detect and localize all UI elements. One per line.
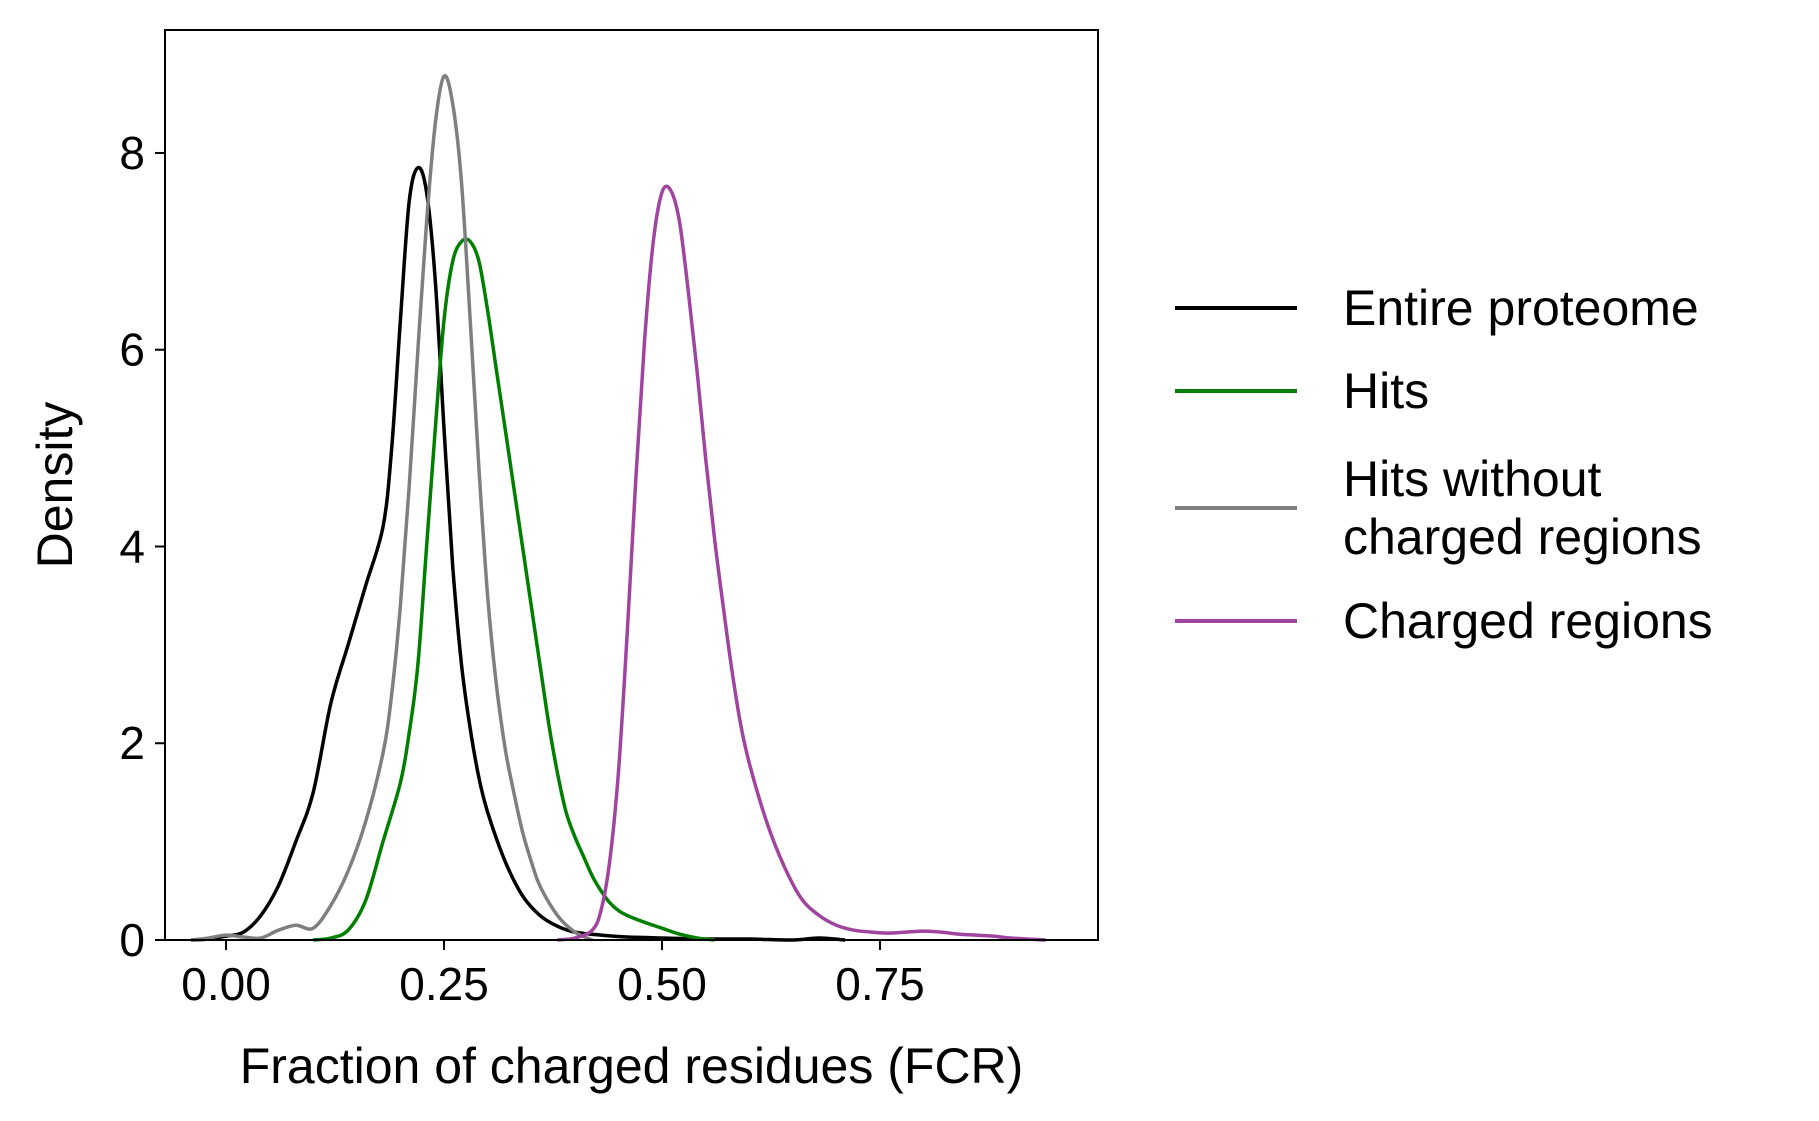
legend-label: charged regions — [1343, 509, 1702, 565]
x-tick-label: 0.25 — [399, 958, 489, 1010]
legend-label: Hits — [1343, 363, 1429, 419]
x-axis-label: Fraction of charged residues (FCR) — [240, 1038, 1024, 1094]
legend-label: Entire proteome — [1343, 280, 1699, 336]
y-tick-label: 6 — [119, 324, 145, 376]
plot-frame — [164, 29, 1099, 941]
series-line-2 — [313, 237, 715, 942]
series-line-3 — [191, 73, 594, 942]
y-tick-label: 4 — [119, 520, 145, 572]
legend-label: Hits without — [1343, 451, 1602, 507]
x-tick-label: 0.00 — [181, 958, 271, 1010]
y-tick-label: 2 — [119, 717, 145, 769]
series-line-1 — [191, 165, 846, 942]
x-axis: 0.00 0.25 0.50 0.75 — [181, 940, 925, 1010]
plot-area: 0.00 0.25 0.50 0.75 0 2 4 6 8 — [119, 29, 1099, 1010]
series-line-4 — [557, 184, 1046, 942]
series-layer — [191, 73, 1046, 942]
y-axis: 0 2 4 6 8 — [119, 127, 165, 966]
y-tick-label: 8 — [119, 127, 145, 179]
x-tick-label: 0.50 — [617, 958, 707, 1010]
x-tick-label: 0.75 — [835, 958, 925, 1010]
y-tick-label: 0 — [119, 914, 145, 966]
legend-label: Charged regions — [1343, 593, 1713, 649]
y-axis-label: Density — [27, 402, 83, 569]
